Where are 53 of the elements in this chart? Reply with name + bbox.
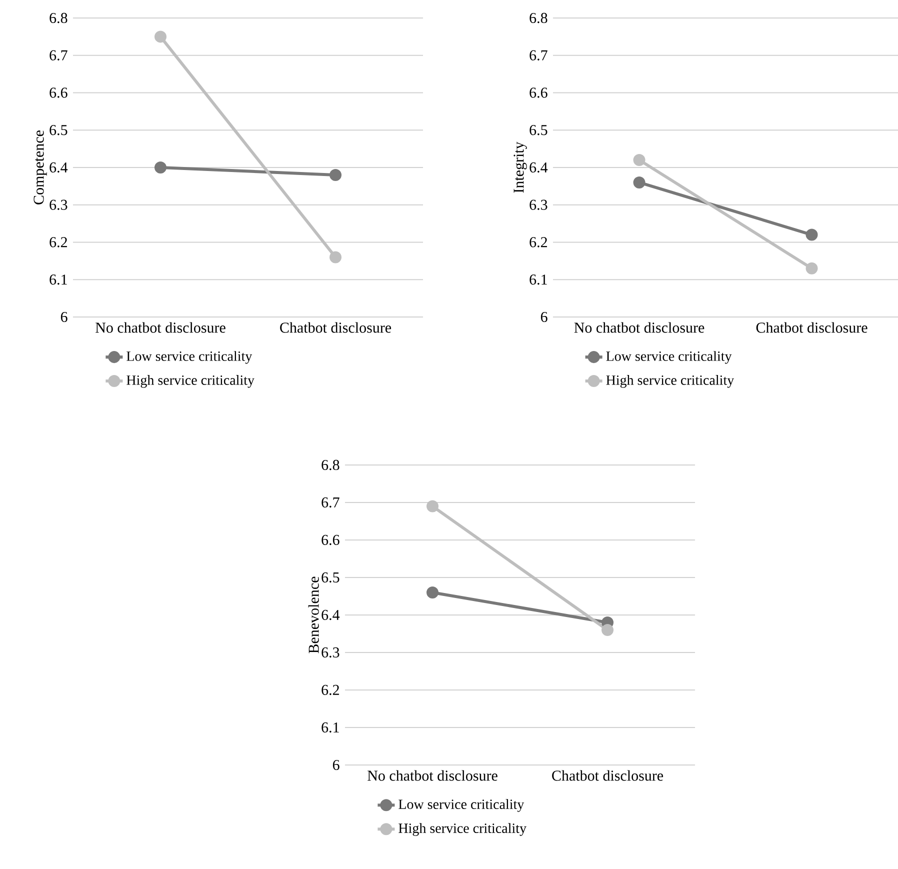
point xyxy=(806,262,818,274)
legend-label: High service criticality xyxy=(398,823,526,836)
y-tick-label: 6.8 xyxy=(530,12,548,24)
legend-label: High service criticality xyxy=(126,375,254,388)
y-tick-label: 6.7 xyxy=(322,497,340,508)
point xyxy=(154,30,166,43)
y-tick-label: 6.1 xyxy=(50,274,67,285)
y-tick-label: 6.5 xyxy=(322,572,340,583)
point xyxy=(602,624,614,636)
x-tick-label: Chatbot disclosure xyxy=(552,770,664,781)
point xyxy=(154,161,166,174)
y-tick-label: 6.2 xyxy=(322,684,339,696)
y-tick-label: 6.5 xyxy=(50,125,68,136)
y-tick-label: 6.1 xyxy=(322,722,339,733)
x-tick-label: Chatbot disclosure xyxy=(280,322,392,333)
y-axis-title: Benevolence xyxy=(308,576,319,654)
y-tick-label: 6.7 xyxy=(530,50,548,60)
y-tick-label: 6.7 xyxy=(50,50,68,60)
point xyxy=(806,228,818,241)
y-tick-label: 6.8 xyxy=(50,12,68,24)
y-tick-label: 6.4 xyxy=(50,162,68,173)
y-axis-title: Competence xyxy=(34,130,47,204)
y-tick-label: 6.2 xyxy=(530,237,547,248)
x-tick-label: No chatbot disclosure xyxy=(368,770,498,781)
point xyxy=(330,251,342,264)
legend-label: Low service criticality xyxy=(126,351,252,364)
x-tick-label: Chatbot disclosure xyxy=(756,322,868,333)
y-tick-label: 6 xyxy=(332,760,340,770)
point xyxy=(330,168,342,181)
y-tick-label: 6.6 xyxy=(322,534,340,546)
y-tick-label: 6 xyxy=(540,312,548,322)
y-tick-label: 6 xyxy=(60,312,68,322)
y-tick-label: 6.3 xyxy=(530,200,548,210)
y-tick-label: 6.5 xyxy=(530,125,548,136)
legend-label: High service criticality xyxy=(606,375,734,388)
y-tick-label: 6.8 xyxy=(322,460,340,470)
point xyxy=(633,176,646,188)
x-tick-label: No chatbot disclosure xyxy=(574,322,704,333)
y-tick-label: 6.3 xyxy=(322,647,340,658)
point xyxy=(426,586,439,598)
y-tick-label: 6.6 xyxy=(50,88,68,98)
legend-label: Low service criticality xyxy=(398,799,524,812)
y-tick-label: 6.3 xyxy=(50,200,68,210)
y-tick-label: 6.2 xyxy=(50,237,67,248)
x-tick-label: No chatbot disclosure xyxy=(96,322,226,333)
y-tick-label: 6.4 xyxy=(530,162,548,173)
legend-label: Low service criticality xyxy=(606,351,732,364)
point xyxy=(426,500,439,512)
point xyxy=(633,154,646,166)
y-tick-label: 6.4 xyxy=(322,610,340,620)
y-tick-label: 6.1 xyxy=(530,274,547,285)
y-axis-title: Integrity xyxy=(514,142,527,193)
y-tick-label: 6.6 xyxy=(530,88,548,98)
